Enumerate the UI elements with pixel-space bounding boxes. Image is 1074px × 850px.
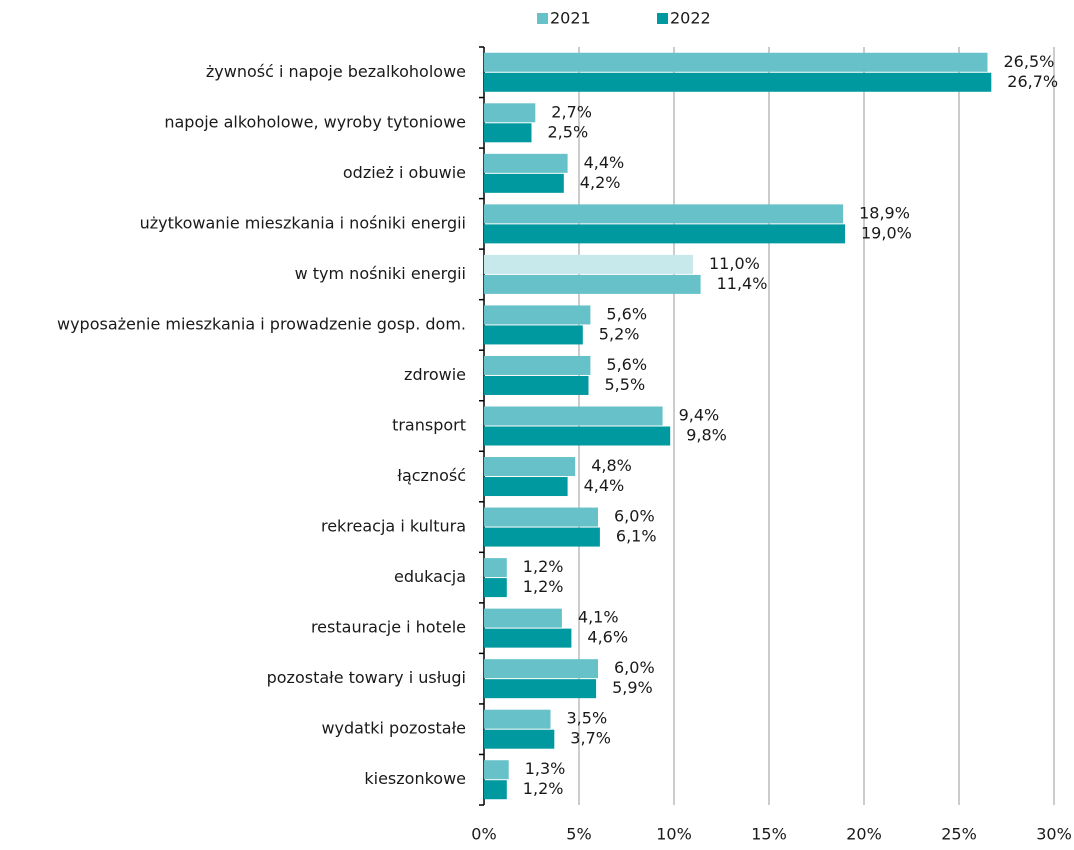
- value-label: 26,5%: [1004, 52, 1055, 71]
- value-label: 5,5%: [605, 375, 646, 394]
- value-label: 5,2%: [599, 324, 640, 343]
- value-label: 1,2%: [523, 577, 564, 596]
- y-tick-label: edukacja: [394, 567, 466, 586]
- value-label: 1,2%: [523, 779, 564, 798]
- bar: [484, 153, 568, 173]
- value-label: 11,0%: [709, 254, 760, 273]
- value-label: 5,9%: [612, 678, 653, 697]
- bar: [484, 780, 507, 800]
- value-label: 19,0%: [861, 223, 912, 242]
- x-tick-label: 5%: [566, 825, 591, 844]
- bar: [484, 477, 568, 497]
- bar: [484, 729, 555, 749]
- value-label: 5,6%: [606, 304, 647, 323]
- value-label: 6,0%: [614, 658, 655, 677]
- bar: [484, 426, 671, 446]
- y-tick-label: transport: [392, 416, 466, 435]
- value-label: 6,1%: [616, 527, 657, 546]
- bar: [484, 578, 507, 598]
- x-tick-label: 10%: [656, 825, 692, 844]
- value-label: 11,4%: [717, 274, 768, 293]
- y-tick-label: wyposażenie mieszkania i prowadzenie gos…: [57, 314, 466, 333]
- bar: [484, 457, 576, 477]
- bar: [484, 709, 551, 729]
- y-tick-label: kieszonkowe: [364, 769, 466, 788]
- value-label: 4,1%: [578, 608, 619, 627]
- y-tick-label: wydatki pozostałe: [321, 719, 466, 738]
- x-tick-label: 25%: [941, 825, 977, 844]
- bar: [484, 224, 845, 244]
- bar: [484, 760, 509, 780]
- y-tick-label: napoje alkoholowe, wyroby tytoniowe: [164, 112, 466, 131]
- legend-swatch: [537, 13, 548, 24]
- bar: [484, 406, 663, 426]
- value-label: 26,7%: [1007, 72, 1058, 91]
- bar: [484, 123, 532, 143]
- value-label: 2,5%: [548, 122, 589, 141]
- value-label: 4,8%: [591, 456, 632, 475]
- bar: [484, 375, 589, 395]
- y-tick-label: odzież i obuwie: [343, 163, 466, 182]
- value-label: 6,0%: [614, 507, 655, 526]
- bar: [484, 659, 598, 679]
- value-label: 2,7%: [551, 102, 592, 121]
- y-tick-label: użytkowanie mieszkania i nośniki energii: [140, 213, 466, 232]
- bar: [484, 628, 572, 648]
- bar: [484, 173, 564, 193]
- bar: [484, 355, 591, 375]
- value-label: 9,4%: [679, 406, 720, 425]
- y-tick-label: żywność i napoje bezalkoholowe: [206, 62, 466, 81]
- bar: [484, 52, 988, 72]
- bar: [484, 507, 598, 527]
- bar: [484, 254, 693, 274]
- bar: [484, 325, 583, 345]
- legend-label: 2022: [670, 9, 711, 28]
- bar: [484, 103, 536, 123]
- x-tick-label: 20%: [846, 825, 882, 844]
- bar: [484, 608, 562, 628]
- value-label: 4,4%: [584, 476, 625, 495]
- bar: [484, 72, 992, 92]
- value-label: 18,9%: [859, 203, 910, 222]
- y-tick-label: zdrowie: [404, 365, 466, 384]
- legend-swatch: [657, 13, 668, 24]
- bar: [484, 679, 597, 699]
- y-tick-label: w tym nośniki energii: [295, 264, 466, 283]
- value-label: 1,3%: [525, 759, 566, 778]
- bar: [484, 305, 591, 325]
- bar: [484, 204, 844, 224]
- x-tick-label: 30%: [1036, 825, 1072, 844]
- x-tick-label: 15%: [751, 825, 787, 844]
- y-tick-label: łączność: [397, 466, 466, 485]
- value-label: 4,2%: [580, 173, 621, 192]
- value-label: 3,5%: [567, 709, 608, 728]
- y-tick-label: restauracje i hotele: [311, 618, 466, 637]
- y-tick-label: rekreacja i kultura: [321, 517, 466, 536]
- bar: [484, 558, 507, 578]
- y-tick-label: pozostałe towary i usługi: [267, 668, 466, 687]
- value-label: 1,2%: [523, 557, 564, 576]
- value-label: 4,6%: [587, 628, 628, 647]
- x-tick-label: 0%: [471, 825, 496, 844]
- value-label: 9,8%: [686, 426, 727, 445]
- bar: [484, 527, 600, 547]
- value-label: 3,7%: [570, 729, 611, 748]
- legend-label: 2021: [550, 9, 591, 28]
- bar: [484, 274, 701, 294]
- value-label: 4,4%: [584, 153, 625, 172]
- value-label: 5,6%: [606, 355, 647, 374]
